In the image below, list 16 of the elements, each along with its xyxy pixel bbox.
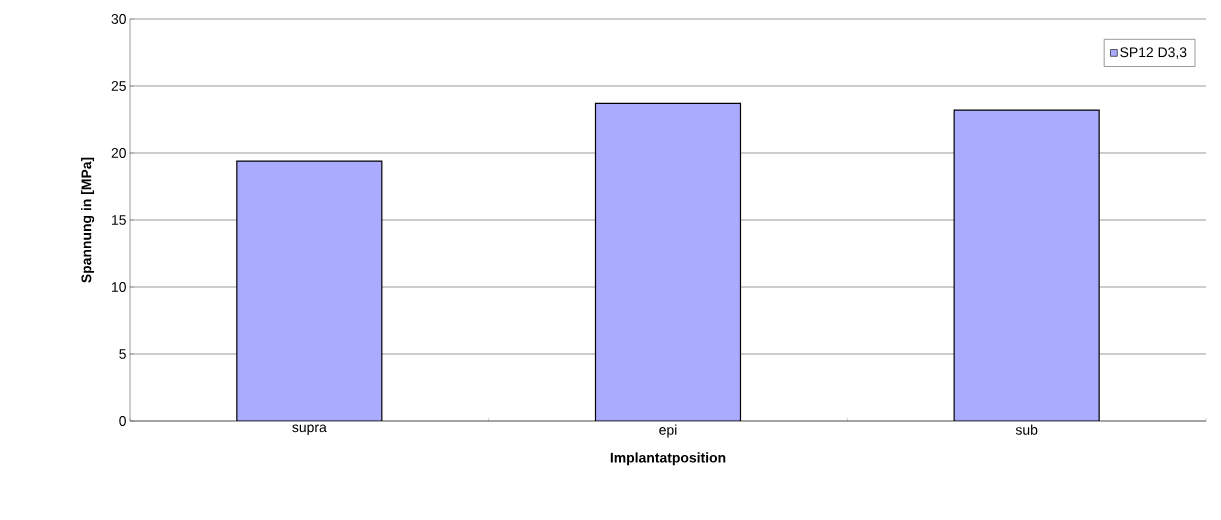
y-tick-label: 25 bbox=[111, 81, 126, 91]
bar bbox=[236, 160, 383, 421]
y-tick-label: 5 bbox=[119, 349, 126, 359]
legend-label: SP12 D3,3 bbox=[1120, 47, 1187, 59]
x-tick-label: epi bbox=[659, 424, 677, 438]
y-tick-label: 0 bbox=[119, 416, 126, 426]
y-tick-label: 20 bbox=[111, 148, 126, 158]
bar bbox=[953, 109, 1100, 421]
x-axis-title: Implantatposition bbox=[610, 452, 726, 466]
y-axis-title: Spannung in [MPa] bbox=[81, 157, 95, 283]
bar bbox=[594, 102, 742, 421]
y-tick-label: 10 bbox=[112, 282, 126, 292]
y-tick-label: 30 bbox=[111, 14, 126, 24]
x-tick-label: supra bbox=[292, 424, 327, 435]
x-tick-label: sub bbox=[1015, 424, 1038, 435]
y-tick-label: 15 bbox=[112, 215, 126, 225]
